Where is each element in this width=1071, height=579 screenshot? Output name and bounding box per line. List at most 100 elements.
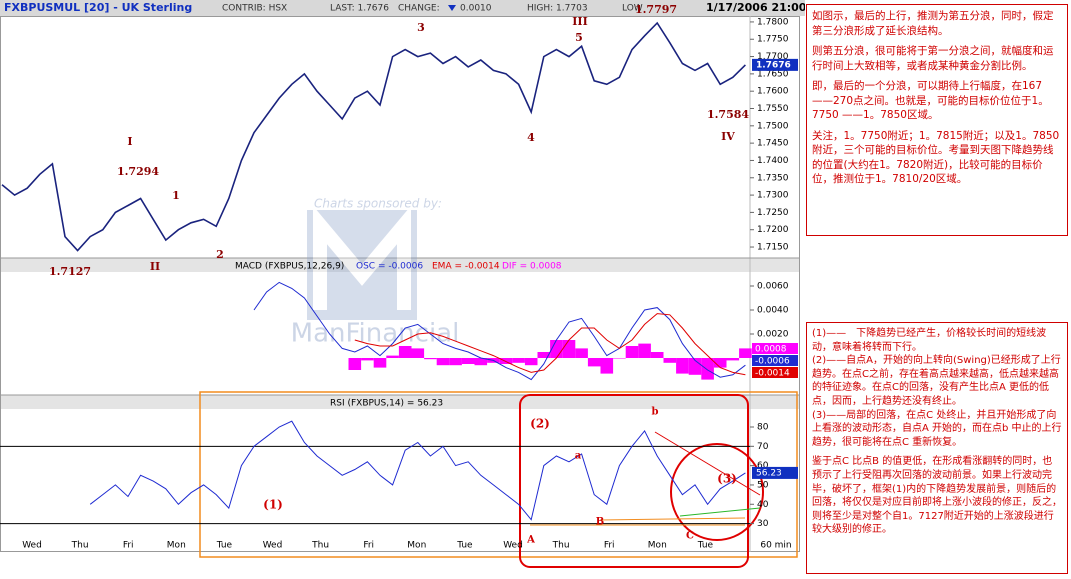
- histogram-bar: [449, 358, 462, 366]
- header-title: FXBPUSMUL [20] - UK Sterling: [4, 1, 192, 14]
- x-tick-label: Mon: [167, 541, 186, 551]
- change-arrow: [448, 5, 456, 11]
- support-line: [599, 517, 746, 521]
- y-tick-label: 1.7800: [757, 17, 789, 27]
- note-paragraph: 则第五分浪，很可能将于第一分浪之间，就幅度和运行时间上大致相等，或者成某种黄金分…: [812, 45, 1054, 72]
- histogram-bar: [663, 358, 677, 363]
- y-tick-label: 70: [757, 442, 769, 452]
- wave-label: IV: [721, 130, 735, 143]
- note-paragraph: (2)——自点A，开始的向上转向(Swing)已经形成了上行趋势。在点C之前，存…: [812, 355, 1061, 407]
- note-paragraph: 鉴于点C 比点B 的值更低，在形成看涨翻转的同时，也预示了上行受阻再次回落的波动…: [812, 456, 1062, 536]
- x-tick-label: Mon: [407, 541, 426, 551]
- y-tick-label: 1.7700: [757, 52, 789, 62]
- wave-label: II: [150, 260, 160, 273]
- histogram-bar: [499, 358, 513, 364]
- frame-2: [519, 394, 749, 568]
- y-tick-label: 1.7150: [757, 243, 789, 253]
- header-change: CHANGE:: [398, 4, 440, 14]
- legend-ema: EMA = -0.0014: [432, 262, 500, 272]
- histogram-bar: [575, 348, 588, 358]
- x-tick-label: Wed: [263, 541, 283, 551]
- y-tick-label: 1.7650: [757, 69, 789, 79]
- y-tick-label: 1.7500: [757, 121, 789, 131]
- chart: Charts sponsored by: ManFinancial FXBPUS…: [0, 0, 805, 568]
- x-tick-label: Tue: [456, 541, 473, 551]
- y-tick-label: 60: [757, 461, 769, 471]
- y-tick-label: 1.7250: [757, 208, 789, 218]
- header-low: LOW: [622, 4, 643, 14]
- wave-label: 3: [417, 21, 425, 34]
- histogram-bar: [512, 358, 525, 363]
- histogram-bar: [638, 343, 651, 358]
- macd-bar: [0, 258, 800, 272]
- panel-title: MACD (FXBPUS,12,26,9): [235, 262, 344, 272]
- value-box: [752, 343, 798, 354]
- histogram-bar: [625, 346, 639, 358]
- last-label: 1.7676: [756, 60, 791, 70]
- x-tick-label: Fri: [123, 541, 134, 551]
- watermark-text: Charts sponsored by:: [314, 197, 442, 211]
- x-tick-label: 60 min: [760, 541, 791, 551]
- annotation: B: [596, 517, 604, 528]
- histogram-bar: [411, 348, 425, 358]
- value-box: [752, 466, 798, 479]
- trend-line: [654, 431, 761, 496]
- x-tick-label: Tue: [216, 541, 233, 551]
- value-box: [752, 355, 798, 366]
- header-change_value: 0.0010: [460, 4, 492, 14]
- value-box-label: 56.23: [756, 468, 782, 478]
- annotation: A: [526, 535, 535, 546]
- histogram-bar: [562, 340, 576, 358]
- histogram-bar: [348, 358, 362, 370]
- note-bottom: (1)—— 下降趋势已经产生，价格较长时间的短线波动，意味着将转而下行。 (2)…: [806, 322, 1068, 574]
- annotation: (3): [717, 472, 737, 486]
- histogram-bar: [713, 358, 727, 368]
- header-high: HIGH: 1.7703: [527, 4, 588, 14]
- histogram-bar: [386, 355, 399, 358]
- series-line: [354, 313, 746, 376]
- series-line: [89, 420, 746, 521]
- y-tick-label: 0.0040: [757, 306, 789, 316]
- y-tick-label: 30: [757, 519, 769, 529]
- value-box-label: -0.0006: [755, 357, 790, 367]
- histogram-bar: [461, 358, 475, 364]
- y-tick-label: 0.0060: [757, 282, 789, 292]
- histogram-bar: [361, 358, 374, 361]
- legend-osc: OSC = -0.0006: [356, 262, 423, 272]
- wave-label: 1: [172, 189, 180, 202]
- histogram-bar: [726, 358, 740, 361]
- y-tick-label: 1.7600: [757, 87, 789, 97]
- note-paragraph: 如图示，最后的上行，推测为第五分浪，同时，假定第三分浪形成了延长浪结构。: [812, 10, 1054, 37]
- annotation: (1): [263, 498, 283, 512]
- y-tick-label: 50: [757, 480, 769, 490]
- y-tick-label: 40: [757, 500, 769, 510]
- y-tick-label: 1.7550: [757, 104, 789, 114]
- legend-dif: DIF = 0.0008: [502, 262, 562, 272]
- histogram-bar: [373, 358, 387, 368]
- watermark-m: [313, 205, 411, 310]
- histogram-bar: [398, 346, 412, 358]
- wave-label: III: [572, 15, 587, 28]
- value-box: [752, 367, 798, 378]
- x-tick-label: Thu: [552, 541, 570, 551]
- histogram-bar: [676, 358, 689, 374]
- histogram-bar: [701, 358, 714, 380]
- histogram-bar: [650, 352, 664, 358]
- header-datetime: 1/17/2006 21:00: [706, 1, 805, 14]
- histogram-bar: [524, 358, 538, 366]
- trend-line: [679, 507, 761, 517]
- y-tick-label: 1.7350: [757, 173, 789, 183]
- header-contrib: CONTRIB: HSX: [222, 4, 287, 14]
- annotation: C: [686, 531, 694, 542]
- histogram-bar: [600, 358, 614, 374]
- wave-label: 4: [527, 131, 535, 144]
- y-tick-label: 1.7750: [757, 35, 789, 45]
- x-tick-label: Wed: [22, 541, 42, 551]
- note-paragraph: (1)—— 下降趋势已经产生，价格较长时间的短线波动，意味着将转而下行。: [812, 328, 1047, 353]
- x-tick-label: Fri: [363, 541, 374, 551]
- header-bar: [0, 0, 805, 16]
- note-paragraph: 即，最后的一个分浪，可以期待上行幅度，在167——270点之间。也就是，可能的目…: [812, 80, 1049, 121]
- wave-label: 1.7584: [707, 108, 749, 121]
- histogram-bar: [537, 352, 551, 358]
